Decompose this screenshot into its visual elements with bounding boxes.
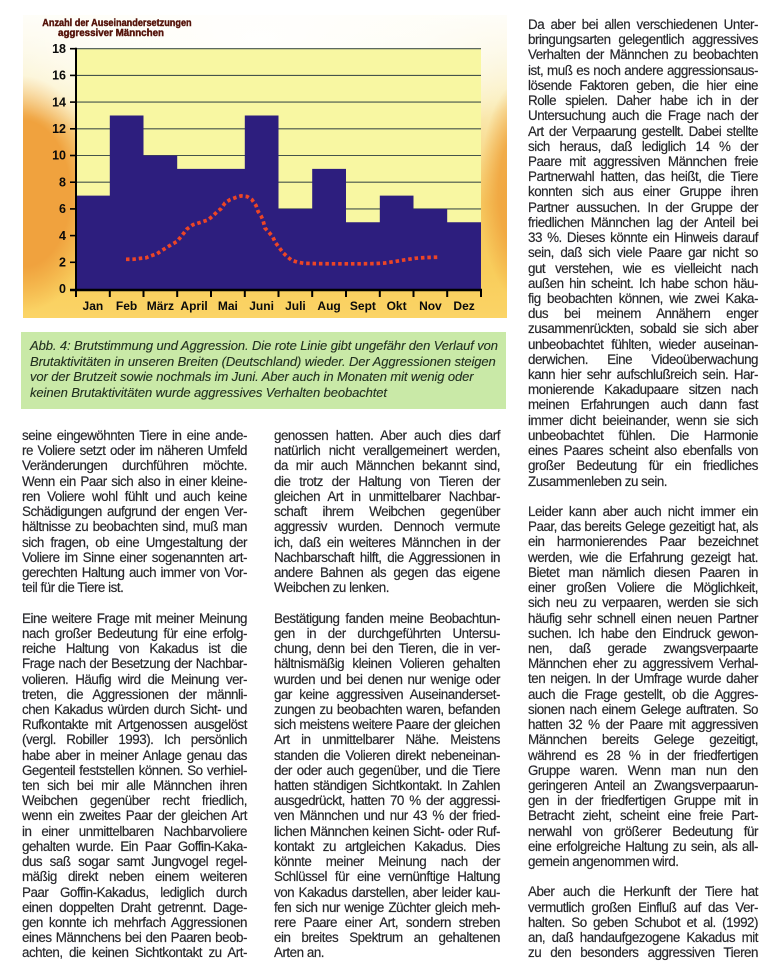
svg-text:6: 6: [59, 202, 66, 216]
svg-text:12: 12: [52, 122, 66, 136]
svg-text:Anzahl der Auseinandersetzunge: Anzahl der Auseinandersetzungen: [42, 18, 191, 29]
svg-text:8: 8: [59, 175, 66, 189]
svg-text:Sept: Sept: [350, 299, 376, 313]
svg-text:Jan: Jan: [83, 299, 104, 313]
svg-text:2: 2: [59, 256, 66, 270]
svg-text:14: 14: [52, 95, 66, 109]
svg-text:18: 18: [52, 42, 66, 56]
svg-text:10: 10: [52, 149, 66, 163]
svg-text:4: 4: [59, 229, 66, 243]
svg-text:Aug: Aug: [317, 299, 340, 313]
svg-text:März: März: [147, 299, 174, 313]
svg-text:Okt: Okt: [387, 299, 407, 313]
svg-text:Nov: Nov: [419, 299, 442, 313]
svg-text:Juni: Juni: [249, 299, 274, 313]
svg-text:Mai: Mai: [218, 299, 238, 313]
svg-text:April: April: [180, 299, 207, 313]
svg-text:0: 0: [59, 282, 66, 296]
svg-text:Feb: Feb: [116, 299, 137, 313]
svg-text:16: 16: [52, 69, 66, 83]
svg-text:Juli: Juli: [285, 299, 306, 313]
svg-text:Dez: Dez: [453, 299, 474, 313]
svg-text:aggressiver Männchen: aggressiver Männchen: [58, 28, 164, 39]
